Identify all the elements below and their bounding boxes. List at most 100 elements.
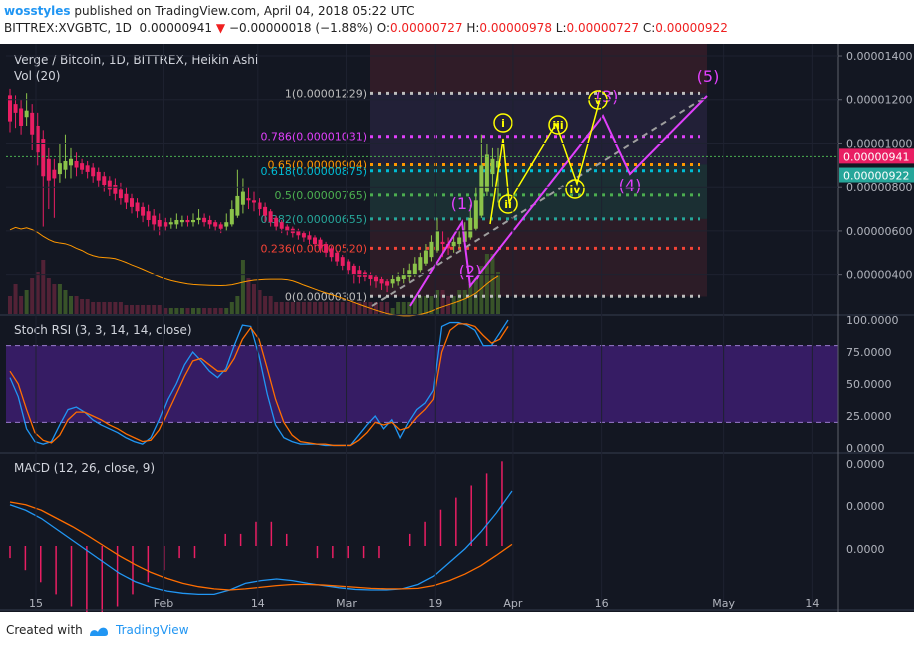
volume-bar (274, 302, 279, 314)
low-value: 0.00000727 (566, 21, 640, 35)
stoch-y-tick-label: 0.0000 (846, 442, 885, 455)
candle-body (285, 226, 290, 231)
candle-body (301, 233, 306, 238)
candle-body (235, 195, 240, 216)
wave-label-yellow: v (594, 94, 602, 107)
candle-body (346, 261, 351, 271)
candle-body (340, 257, 345, 266)
candle-body (19, 108, 24, 126)
chart-footer: Created with TradingView (0, 612, 914, 647)
macd-pane[interactable]: MACD (12, 26, close, 9) (9, 461, 513, 612)
volume-bar (285, 302, 290, 314)
volume-bar (235, 296, 240, 314)
candle-body (407, 270, 412, 277)
candle-body (279, 222, 284, 229)
candle-body (457, 237, 462, 245)
x-tick-label: 16 (595, 597, 609, 610)
wave-label-magenta: (2) (459, 262, 482, 281)
candle-body (218, 224, 223, 229)
candle-body (257, 202, 262, 210)
volume-bar (318, 302, 323, 314)
candle-body (351, 265, 356, 275)
volume-bar (362, 302, 367, 314)
close-value: 0.00000922 (655, 21, 728, 35)
volume-bar (130, 305, 134, 314)
candle-body (229, 209, 234, 225)
macd-y-tick-label: 0.0000 (846, 543, 885, 556)
publish-line: wosstyles published on TradingView.com, … (4, 4, 415, 18)
volume-bar (457, 290, 462, 314)
volume-bar (357, 302, 362, 314)
x-tick-label: Mar (336, 597, 357, 610)
volume-bar (107, 302, 112, 314)
chart-canvas[interactable]: 1(0.00001229) 0.786(0.00001031) 0.65(0.000… (0, 44, 914, 612)
candle-body (113, 185, 118, 194)
stoch-y-tick-label: 25.0000 (846, 410, 892, 423)
volume-bar (41, 260, 46, 314)
volume-bar (19, 296, 24, 314)
candle-body (296, 230, 301, 236)
volume-bar (224, 308, 229, 314)
wave-label-yellow: iii (552, 119, 563, 132)
candle-body (224, 222, 229, 227)
candle-body (435, 230, 439, 251)
x-tick-label: Feb (154, 597, 173, 610)
volume-bar (46, 278, 51, 314)
candle-body (451, 241, 456, 247)
volume-bar (8, 296, 12, 314)
candle-body (179, 219, 184, 223)
candle-body (202, 217, 207, 223)
stoch-k-line (9, 319, 509, 447)
volume-bar (374, 302, 378, 314)
volume-bar (479, 266, 484, 314)
candle-body (146, 211, 151, 220)
close-label: C: (642, 21, 656, 35)
volume-bar (313, 302, 317, 314)
wave-label-magenta: (4) (619, 176, 642, 195)
candle-body (263, 206, 268, 216)
volume-bar (80, 299, 85, 314)
price-change: −0.00000018 (−1.88%) (228, 21, 373, 35)
y-tick-label: 0.00001200 (846, 94, 912, 107)
candle-body (357, 270, 362, 277)
volume-bar (490, 254, 495, 314)
y-tick-label: 0.00000600 (846, 225, 912, 238)
volume-bar (218, 308, 223, 314)
volume-bar (246, 278, 251, 314)
volume-bar (418, 296, 423, 314)
candle-body (63, 160, 68, 170)
author-name[interactable]: wosstyles (4, 4, 71, 18)
volume-bar (196, 308, 201, 314)
candle-body (57, 163, 62, 175)
candle-body (91, 167, 96, 177)
candle-body (135, 202, 140, 212)
x-tick-label: 15 (29, 597, 43, 610)
fib-level-label: 1(0.00001229) (285, 87, 367, 100)
volume-bar (301, 302, 306, 314)
candle-body (8, 95, 12, 122)
candle-body (418, 257, 423, 271)
volume-bar (440, 290, 445, 314)
volume-bar (207, 308, 212, 314)
candle-body (335, 252, 340, 262)
macd-title: MACD (12, 26, close, 9) (14, 461, 155, 475)
stoch-rsi-pane[interactable]: Stoch RSI (3, 3, 14, 14, close) (6, 319, 838, 447)
candle-body (412, 263, 417, 275)
volume-bar (146, 305, 151, 314)
tradingview-link[interactable]: TradingView (116, 623, 189, 637)
price-pane[interactable]: 1(0.00001229) 0.786(0.00001031) 0.65(0.000… (6, 44, 914, 317)
volume-bar (102, 302, 107, 314)
volume-bar (24, 290, 29, 314)
close-price-tag-label: 0.00000922 (843, 170, 909, 183)
wave-label-yellow: i (501, 117, 505, 130)
candle-body (429, 241, 434, 258)
close-price-tag (839, 167, 914, 183)
volume-bar (30, 278, 35, 314)
volume-bar (163, 308, 168, 314)
high-value: 0.00000978 (479, 21, 552, 35)
volume-bar (85, 299, 90, 314)
last-price-tag (839, 148, 914, 164)
stoch-y-tick-label: 100.0000 (846, 314, 899, 327)
volume-bar (124, 305, 129, 314)
x-tick-label: Apr (503, 597, 523, 610)
